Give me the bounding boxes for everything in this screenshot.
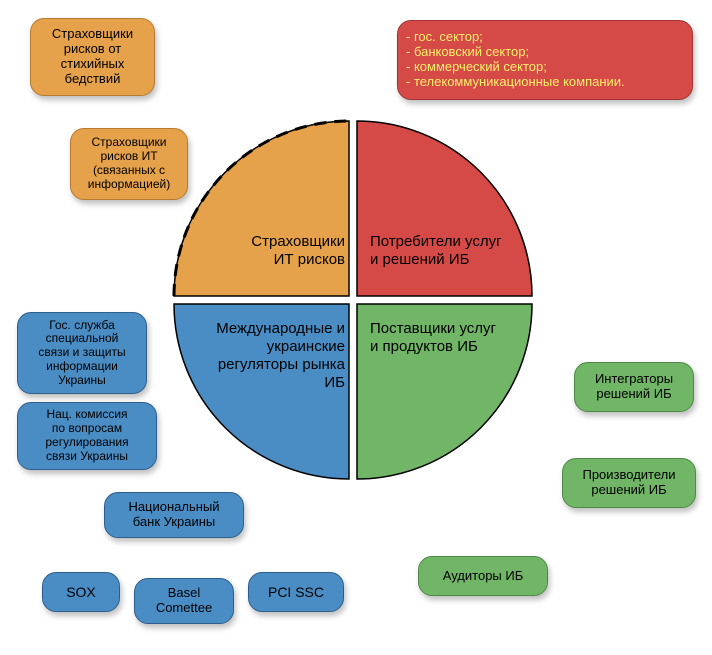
- quadrant-tl: [174, 121, 349, 296]
- box-line: - телекоммуникационные компании.: [406, 75, 684, 90]
- box-line: связи и защиты: [26, 346, 138, 360]
- box-line: по вопросам: [26, 422, 148, 436]
- box-orange2: Страховщикирисков ИТ(связанных синформац…: [70, 128, 188, 200]
- box-line: Аудиторы ИБ: [427, 569, 539, 584]
- box-red1: - гос. сектор;- банковский сектор;- комм…: [397, 20, 693, 100]
- box-blue5: BaselComettee: [134, 578, 234, 624]
- box-line: рисков от: [39, 42, 146, 57]
- box-blue6: PCI SSC: [248, 572, 344, 612]
- box-blue4: SOX: [42, 572, 120, 612]
- box-line: информации: [26, 360, 138, 374]
- box-line: - банковский сектор;: [406, 45, 684, 60]
- box-line: стихийных: [39, 57, 146, 72]
- box-line: - гос. сектор;: [406, 30, 684, 45]
- box-orange1: Страховщикирисков отстихийныхбедствий: [30, 18, 155, 96]
- box-line: решений ИБ: [583, 387, 685, 402]
- box-line: Comettee: [143, 601, 225, 616]
- box-line: информацией): [79, 178, 179, 192]
- box-line: Basel: [143, 586, 225, 601]
- quadrant-label-br: Поставщики услуг и продуктов ИБ: [370, 320, 540, 356]
- box-line: Нац. комиссия: [26, 408, 148, 422]
- box-line: рисков ИТ: [79, 150, 179, 164]
- box-line: SOX: [51, 584, 111, 600]
- box-line: специальной: [26, 332, 138, 346]
- box-line: бедствий: [39, 72, 146, 87]
- box-blue3: Национальныйбанк Украины: [104, 492, 244, 538]
- box-green3: Аудиторы ИБ: [418, 556, 548, 596]
- box-line: Украины: [26, 374, 138, 388]
- box-line: Страховщики: [39, 27, 146, 42]
- box-green2: Производителирешений ИБ: [562, 458, 696, 508]
- box-line: Производители: [571, 468, 687, 483]
- box-line: решений ИБ: [571, 483, 687, 498]
- box-line: регулирования: [26, 436, 148, 450]
- quadrant-label-tr: Потребители услуг и решений ИБ: [370, 233, 540, 269]
- box-line: - коммерческий сектор;: [406, 60, 684, 75]
- box-green1: Интеграторырешений ИБ: [574, 362, 694, 412]
- box-blue1: Гос. службаспециальнойсвязи и защитыинфо…: [17, 312, 147, 394]
- box-line: Страховщики: [79, 136, 179, 150]
- box-line: связи Украины: [26, 450, 148, 464]
- diagram-stage: Потребители услуг и решений ИБ Поставщики…: [0, 0, 712, 655]
- quadrant-label-bl: Международные и украинские регуляторы ры…: [185, 320, 345, 392]
- box-line: Гос. служба: [26, 319, 138, 333]
- box-line: PCI SSC: [257, 584, 335, 600]
- box-line: банк Украины: [113, 515, 235, 530]
- quadrant-label-tl: Страховщики ИТ рисков: [220, 233, 345, 269]
- box-line: Национальный: [113, 500, 235, 515]
- box-blue2: Нац. комиссияпо вопросамрегулированиясвя…: [17, 402, 157, 470]
- box-line: (связанных с: [79, 164, 179, 178]
- quadrant-tr: [357, 121, 532, 296]
- box-line: Интеграторы: [583, 372, 685, 387]
